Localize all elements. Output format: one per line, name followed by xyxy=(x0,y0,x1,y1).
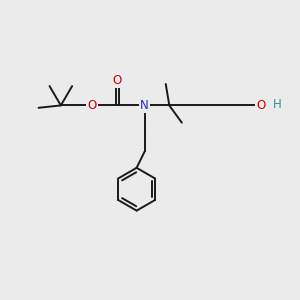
Text: O: O xyxy=(113,74,122,87)
Text: H: H xyxy=(273,98,282,111)
Text: N: N xyxy=(140,99,149,112)
Text: O: O xyxy=(256,99,265,112)
Text: O: O xyxy=(87,99,97,112)
